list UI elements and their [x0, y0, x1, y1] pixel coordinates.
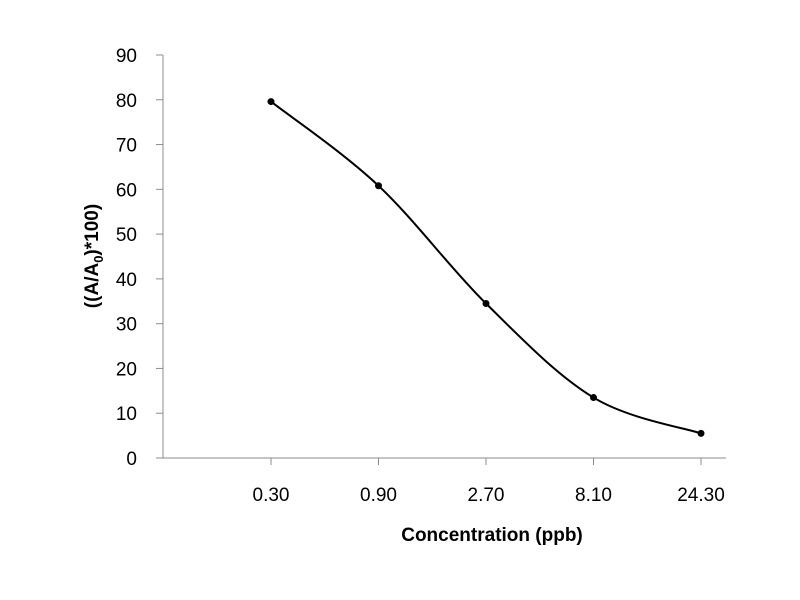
- y-axis-title-main: ((A/A: [82, 263, 103, 309]
- y-tick-label: 10: [116, 404, 137, 425]
- data-point: [590, 394, 597, 402]
- x-axis: 0.30 0.90 2.70 8.10 24.30: [163, 457, 726, 506]
- x-tick-label: 24.30: [677, 485, 725, 506]
- data-point: [267, 98, 275, 106]
- x-tick-label: 0.90: [360, 485, 397, 506]
- y-tick-label: 80: [116, 91, 137, 112]
- x-axis-title: Concentration (ppb): [401, 525, 583, 546]
- series-group: [267, 98, 705, 437]
- y-tick-label: 90: [116, 46, 137, 67]
- data-point: [375, 182, 382, 190]
- data-point: [697, 429, 705, 437]
- series-line: [270, 100, 702, 435]
- x-tick-label: 0.30: [253, 485, 290, 506]
- y-axis-title: ((A/A0)*100): [82, 204, 106, 308]
- y-axis-title-subscript: 0: [91, 256, 106, 263]
- data-point: [482, 300, 490, 308]
- x-tick-label: 2.70: [468, 485, 505, 506]
- y-axis-title-tail: )*100): [82, 204, 103, 256]
- y-axis: 0 10 20 30 40 50 60 70 80 90: [116, 46, 164, 470]
- y-tick-label: 60: [116, 180, 137, 201]
- y-tick-label: 50: [116, 225, 137, 246]
- y-tick-label: 0: [126, 449, 137, 470]
- y-tick-label: 70: [116, 136, 137, 157]
- y-tick-label: 40: [116, 270, 137, 291]
- y-tick-label: 20: [116, 359, 137, 380]
- x-tick-label: 8.10: [575, 485, 612, 506]
- y-tick-label: 30: [116, 315, 137, 336]
